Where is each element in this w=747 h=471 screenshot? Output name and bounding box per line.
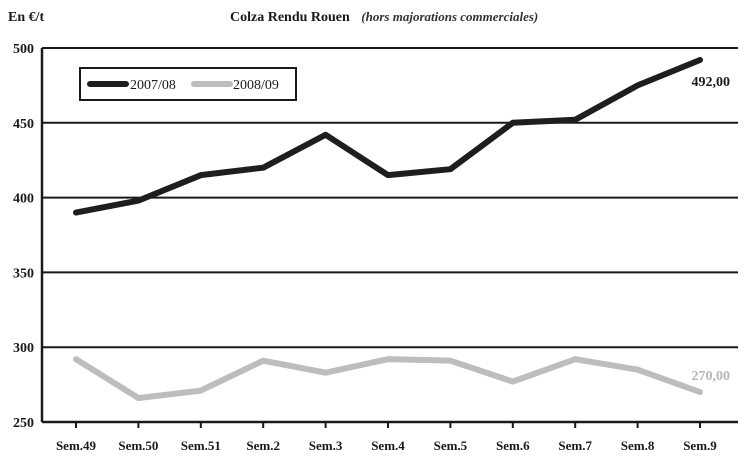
x-tick-label: Sem.2 xyxy=(246,438,280,453)
data-point-2008-09 xyxy=(574,358,576,360)
data-point-2007-08 xyxy=(512,122,514,124)
x-tick-label: Sem.6 xyxy=(496,438,530,453)
y-tick-label: 400 xyxy=(13,192,34,207)
legend-label-2007-08: 2007/08 xyxy=(130,78,176,93)
data-point-2007-08 xyxy=(325,134,327,136)
x-axis-ticks: Sem.49 Sem.50 Sem.51 Sem.2 Sem.3 Sem.4 Sem.5 Se… xyxy=(56,422,717,453)
data-point-2007-08 xyxy=(574,119,576,121)
data-point-2008-09 xyxy=(512,381,514,383)
legend-label-2008-09: 2008/09 xyxy=(233,78,279,93)
chart-title-main: Colza Rendu Rouen xyxy=(230,10,350,25)
data-point-2007-08 xyxy=(262,167,264,169)
x-tick-label: Sem.7 xyxy=(558,438,592,453)
x-tick-label: Sem.4 xyxy=(371,438,405,453)
end-label-2007-08: 492,00 xyxy=(692,75,731,90)
data-point-2008-09 xyxy=(325,372,327,374)
y-tick-label: 450 xyxy=(13,117,34,132)
x-tick-label: Sem.5 xyxy=(434,438,468,453)
data-point-2008-09 xyxy=(699,391,701,393)
y-axis-unit-label: En €/t xyxy=(8,10,45,25)
chart-subtitle: (hors majorations commerciales) xyxy=(361,9,538,24)
x-tick-label: Sem.50 xyxy=(118,438,158,453)
x-tick-label: Sem.9 xyxy=(683,438,717,453)
grid-lines xyxy=(40,47,738,424)
data-point-2008-09 xyxy=(449,360,451,362)
y-tick-label: 250 xyxy=(13,416,34,431)
chart-title: Colza Rendu Rouen (hors majorations comm… xyxy=(230,9,538,25)
data-point-2007-08 xyxy=(387,174,389,176)
x-tick-label: Sem.51 xyxy=(181,438,221,453)
end-label-2008-09: 270,00 xyxy=(692,369,731,384)
data-point-2007-08 xyxy=(637,84,639,86)
data-point-2007-08 xyxy=(137,200,139,202)
data-point-2008-09 xyxy=(200,390,202,392)
data-point-2008-09 xyxy=(387,358,389,360)
data-point-2007-08 xyxy=(699,59,701,61)
series-line-2008-09 xyxy=(73,356,703,402)
y-tick-label: 300 xyxy=(13,341,34,356)
data-point-2008-09 xyxy=(137,397,139,399)
y-tick-label: 350 xyxy=(13,266,34,281)
data-point-2007-08 xyxy=(449,168,451,170)
legend: 2007/08 2008/09 xyxy=(79,67,297,101)
x-tick-label: Sem.49 xyxy=(56,438,97,453)
series-lines xyxy=(73,56,703,402)
data-point-2007-08 xyxy=(200,174,202,176)
data-point-2008-09 xyxy=(637,369,639,371)
data-point-2008-09 xyxy=(75,358,77,360)
x-tick-label: Sem.3 xyxy=(309,438,343,453)
data-point-2007-08 xyxy=(75,212,77,214)
x-tick-label: Sem.8 xyxy=(621,438,655,453)
y-tick-label: 500 xyxy=(13,42,34,57)
series-end-labels: 492,00 270,00 xyxy=(692,75,731,384)
y-axis-ticks: 250 300 350 400 450 500 xyxy=(13,42,34,431)
data-point-2008-09 xyxy=(262,360,264,362)
